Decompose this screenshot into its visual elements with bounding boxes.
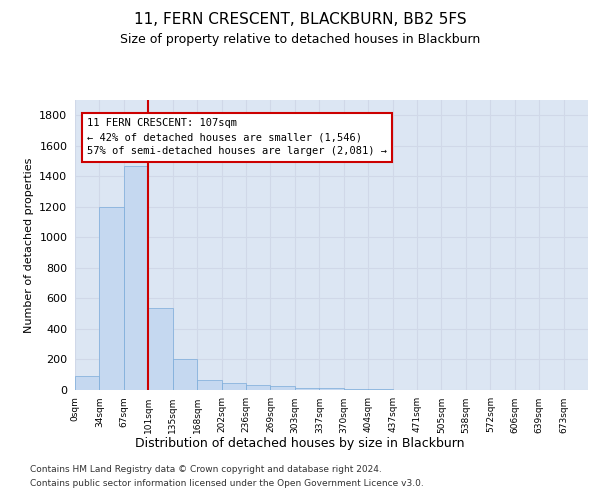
Bar: [271, 386, 295, 390]
Text: 11, FERN CRESCENT, BLACKBURN, BB2 5FS: 11, FERN CRESCENT, BLACKBURN, BB2 5FS: [134, 12, 466, 28]
Bar: [124, 166, 148, 390]
Bar: [173, 358, 197, 390]
Bar: [319, 388, 344, 390]
Bar: [246, 384, 271, 390]
Bar: [295, 388, 319, 390]
Text: Contains HM Land Registry data © Crown copyright and database right 2024.: Contains HM Land Registry data © Crown c…: [30, 466, 382, 474]
Bar: [344, 389, 368, 390]
Text: Size of property relative to detached houses in Blackburn: Size of property relative to detached ho…: [120, 32, 480, 46]
Text: Contains public sector information licensed under the Open Government Licence v3: Contains public sector information licen…: [30, 479, 424, 488]
Bar: [148, 308, 173, 390]
Bar: [75, 376, 100, 390]
Text: 11 FERN CRESCENT: 107sqm
← 42% of detached houses are smaller (1,546)
57% of sem: 11 FERN CRESCENT: 107sqm ← 42% of detach…: [87, 118, 387, 156]
Bar: [221, 383, 246, 390]
Bar: [197, 380, 221, 390]
Text: Distribution of detached houses by size in Blackburn: Distribution of detached houses by size …: [135, 438, 465, 450]
Y-axis label: Number of detached properties: Number of detached properties: [23, 158, 34, 332]
Bar: [100, 207, 124, 390]
Bar: [368, 389, 392, 390]
